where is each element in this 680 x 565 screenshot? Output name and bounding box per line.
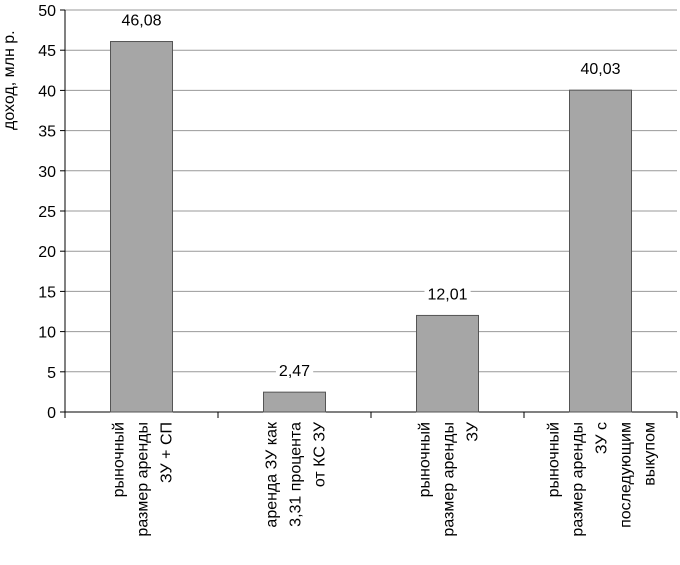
data-label-bg xyxy=(424,285,471,305)
y-tick-label: 15 xyxy=(38,284,56,301)
data-label: 2,47 xyxy=(279,363,310,380)
data-label-bg xyxy=(275,362,314,382)
data-label-bg xyxy=(577,60,624,80)
y-tick-label: 5 xyxy=(47,365,56,382)
y-tick-label: 0 xyxy=(47,405,56,422)
y-tick-label: 50 xyxy=(38,3,56,20)
bar xyxy=(263,391,326,413)
x-tick-label: рыночный размер аренды ЗУ xyxy=(417,421,482,536)
y-tick-label: 20 xyxy=(38,244,56,261)
x-tick-label: аренда ЗУ как 3,31 процента от КС ЗУ xyxy=(264,421,329,528)
y-tick-label: 40 xyxy=(38,83,56,100)
bar xyxy=(416,314,479,413)
y-tick-label: 10 xyxy=(38,325,56,342)
y-axis-label: доход, млн р. xyxy=(1,30,18,130)
x-tick-label: рыночный размер аренды ЗУ с последующим выку… xyxy=(546,422,659,537)
data-label: 12,01 xyxy=(427,286,467,303)
bar xyxy=(569,89,632,413)
data-label-bg xyxy=(118,11,165,31)
data-label: 46,08 xyxy=(121,13,161,30)
y-tick-label: 35 xyxy=(38,124,56,141)
y-tick-label: 45 xyxy=(38,43,56,60)
x-tick-label: рыночный размер аренды ЗУ + СП xyxy=(111,422,176,537)
y-tick-label: 25 xyxy=(38,204,56,221)
bar xyxy=(110,41,173,413)
y-tick-label: 30 xyxy=(38,164,56,181)
data-label: 40,03 xyxy=(580,61,620,78)
